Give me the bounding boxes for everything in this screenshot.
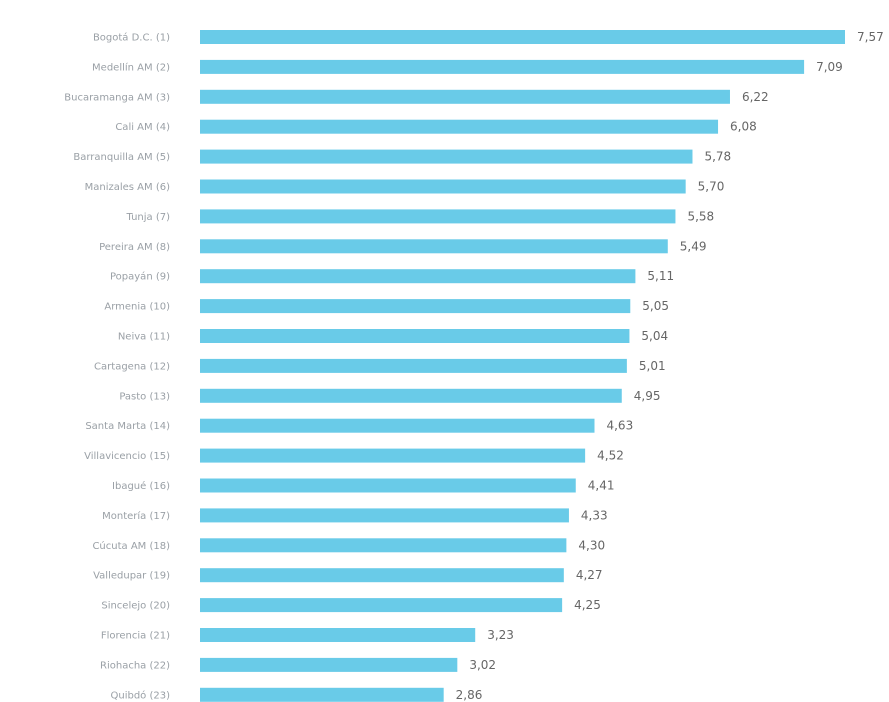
bar: [200, 329, 630, 343]
value-label: 4,52: [597, 449, 624, 463]
bar: [200, 448, 586, 463]
bar: [200, 89, 730, 104]
bar: [200, 299, 631, 314]
value-label: 4,95: [634, 389, 661, 403]
value-label: 3,23: [487, 628, 514, 642]
category-label: Quibdó (23): [110, 689, 170, 701]
bar: [200, 209, 676, 224]
value-label: 5,05: [642, 299, 669, 313]
value-label: 5,70: [698, 180, 725, 194]
category-label: Bogotá D.C. (1): [93, 32, 170, 44]
value-label: 5,01: [639, 359, 666, 373]
value-label: 4,63: [606, 419, 633, 433]
category-label: Barranquilla AM (5): [73, 152, 170, 163]
value-label: 4,41: [588, 479, 615, 493]
category-label: Santa Marta (14): [85, 421, 170, 432]
category-label: Medellín AM (2): [92, 61, 170, 73]
bar: [200, 508, 569, 523]
value-label: 4,33: [581, 508, 608, 522]
category-label: Bucaramanga AM (3): [64, 92, 170, 103]
bar: [200, 30, 845, 44]
category-label: Ibagué (16): [112, 480, 170, 492]
bar: [200, 538, 567, 553]
category-label: Armenia (10): [104, 302, 170, 313]
bar: [200, 657, 458, 672]
value-label: 7,57: [857, 30, 884, 44]
bar: [200, 239, 668, 254]
bars-group: [200, 30, 845, 702]
value-label: 5,04: [641, 329, 668, 343]
value-label: 4,25: [574, 598, 601, 612]
value-label: 5,49: [680, 239, 707, 253]
value-label: 5,58: [687, 209, 714, 223]
category-label: Cali AM (4): [115, 122, 170, 133]
category-label: Tunja (7): [125, 212, 170, 223]
bar: [200, 179, 686, 194]
category-labels-group: Bogotá D.C. (1) Medellín AM (2) Bucaramang…: [64, 32, 170, 702]
category-label: Cartagena (12): [94, 361, 170, 372]
bar: [200, 418, 595, 433]
value-label: 4,27: [576, 568, 603, 582]
value-label: 4,30: [578, 538, 605, 552]
bar: [200, 568, 564, 583]
value-label: 5,11: [647, 269, 674, 283]
bar: [200, 388, 622, 403]
category-label: Pereira AM (8): [99, 242, 170, 253]
category-label: Riohacha (22): [100, 660, 170, 671]
value-label: 6,08: [730, 120, 757, 134]
value-labels-group: 7,57 7,09 6,22 6,08 5,78 5,70 5,58 5,49 5,11 5,05…: [456, 30, 884, 702]
category-label: Manizales AM (6): [85, 182, 170, 193]
category-label: Sincelejo (20): [101, 601, 170, 612]
category-label: Neiva (11): [118, 332, 170, 343]
bar: [200, 687, 444, 702]
category-label: Montería (17): [102, 510, 170, 522]
bar: [200, 358, 627, 373]
category-label: Pasto (13): [119, 391, 170, 402]
value-label: 5,78: [704, 150, 731, 164]
bar: [200, 269, 636, 284]
value-label: 6,22: [742, 90, 769, 104]
category-label: Villavicencio (15): [84, 451, 170, 462]
category-label: Cúcuta AM (18): [92, 540, 170, 552]
value-label: 2,86: [456, 688, 483, 702]
bar: [200, 628, 476, 642]
category-label: Valledupar (19): [93, 571, 170, 582]
bar: [200, 478, 576, 493]
category-label: Popayán (9): [110, 271, 170, 283]
bar: [200, 119, 719, 134]
bar: [200, 149, 693, 164]
bar: [200, 598, 563, 613]
value-label: 7,09: [816, 60, 843, 74]
category-label: Florencia (21): [101, 631, 170, 642]
bar: [200, 59, 805, 74]
value-label: 3,02: [469, 658, 496, 672]
